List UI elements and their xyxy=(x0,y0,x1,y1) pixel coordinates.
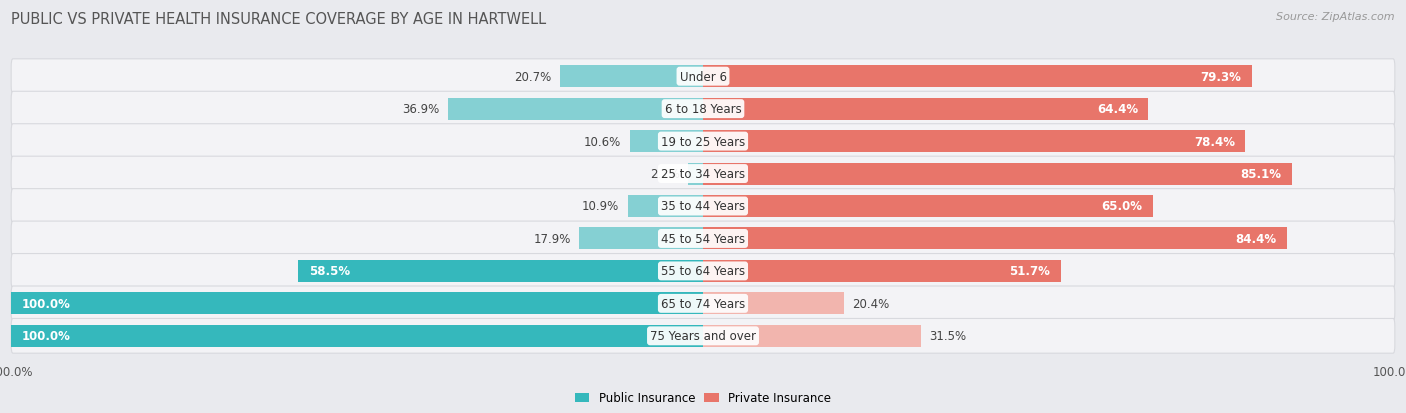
FancyBboxPatch shape xyxy=(11,221,1395,256)
FancyBboxPatch shape xyxy=(11,124,1395,159)
Bar xyxy=(703,195,1153,218)
Text: 79.3%: 79.3% xyxy=(1201,71,1241,83)
Bar xyxy=(630,131,703,153)
Legend: Public Insurance, Private Insurance: Public Insurance, Private Insurance xyxy=(571,387,835,409)
Bar xyxy=(11,325,703,347)
Text: 55 to 64 Years: 55 to 64 Years xyxy=(661,265,745,278)
Bar xyxy=(298,260,703,282)
Text: 65 to 74 Years: 65 to 74 Years xyxy=(661,297,745,310)
Text: 51.7%: 51.7% xyxy=(1010,265,1050,278)
Text: 85.1%: 85.1% xyxy=(1240,168,1281,180)
Bar xyxy=(703,98,1149,120)
Bar xyxy=(11,293,703,315)
Bar xyxy=(703,228,1286,250)
FancyBboxPatch shape xyxy=(11,286,1395,321)
Text: PUBLIC VS PRIVATE HEALTH INSURANCE COVERAGE BY AGE IN HARTWELL: PUBLIC VS PRIVATE HEALTH INSURANCE COVER… xyxy=(11,12,547,27)
FancyBboxPatch shape xyxy=(11,92,1395,127)
Text: 10.6%: 10.6% xyxy=(583,135,621,148)
Text: Source: ZipAtlas.com: Source: ZipAtlas.com xyxy=(1277,12,1395,22)
Text: 36.9%: 36.9% xyxy=(402,103,440,116)
Text: 65.0%: 65.0% xyxy=(1101,200,1142,213)
Text: 64.4%: 64.4% xyxy=(1097,103,1137,116)
Text: 78.4%: 78.4% xyxy=(1194,135,1234,148)
Bar xyxy=(703,325,921,347)
Text: 2.1%: 2.1% xyxy=(651,168,681,180)
Text: 84.4%: 84.4% xyxy=(1236,233,1277,245)
Text: 35 to 44 Years: 35 to 44 Years xyxy=(661,200,745,213)
Bar xyxy=(579,228,703,250)
Bar xyxy=(689,163,703,185)
Bar xyxy=(447,98,703,120)
Bar xyxy=(627,195,703,218)
Text: Under 6: Under 6 xyxy=(679,71,727,83)
Text: 75 Years and over: 75 Years and over xyxy=(650,330,756,342)
Bar xyxy=(703,131,1246,153)
Text: 100.0%: 100.0% xyxy=(21,330,70,342)
Text: 6 to 18 Years: 6 to 18 Years xyxy=(665,103,741,116)
FancyBboxPatch shape xyxy=(11,254,1395,289)
Text: 20.4%: 20.4% xyxy=(852,297,890,310)
Text: 25 to 34 Years: 25 to 34 Years xyxy=(661,168,745,180)
Text: 45 to 54 Years: 45 to 54 Years xyxy=(661,233,745,245)
FancyBboxPatch shape xyxy=(11,157,1395,192)
Bar xyxy=(703,66,1251,88)
Bar xyxy=(703,293,844,315)
Text: 58.5%: 58.5% xyxy=(309,265,350,278)
Bar xyxy=(560,66,703,88)
FancyBboxPatch shape xyxy=(11,319,1395,353)
Text: 17.9%: 17.9% xyxy=(533,233,571,245)
Bar xyxy=(703,260,1060,282)
Text: 100.0%: 100.0% xyxy=(21,297,70,310)
Text: 20.7%: 20.7% xyxy=(515,71,551,83)
FancyBboxPatch shape xyxy=(11,60,1395,94)
Text: 19 to 25 Years: 19 to 25 Years xyxy=(661,135,745,148)
Text: 31.5%: 31.5% xyxy=(929,330,966,342)
Bar xyxy=(703,163,1292,185)
FancyBboxPatch shape xyxy=(11,189,1395,224)
Text: 10.9%: 10.9% xyxy=(582,200,619,213)
